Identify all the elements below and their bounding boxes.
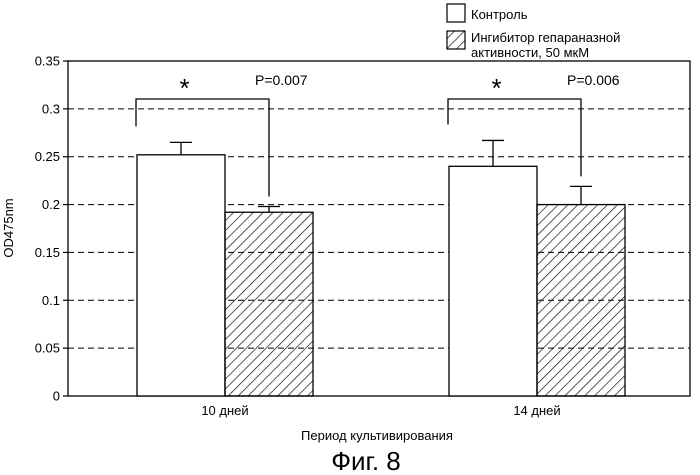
bars — [137, 155, 625, 396]
legend-label-control: Контроль — [471, 7, 528, 22]
bar-inhibitor-1 — [225, 212, 313, 396]
figure-caption: Фиг. 8 — [331, 446, 401, 475]
y-axis-ticks: 0 0.05 0.1 0.15 0.2 0.25 0.3 0.35 — [35, 54, 68, 404]
x-category-label: 10 дней — [201, 403, 248, 418]
significance-star: * — [179, 73, 189, 103]
x-category-label: 14 дней — [513, 403, 560, 418]
legend-label-inhibitor-line2: активности, 50 мкМ — [471, 45, 589, 60]
y-tick-label: 0.15 — [35, 245, 60, 260]
legend-label-inhibitor-line1: Ингибитор гепараназной — [471, 30, 620, 45]
y-tick-label: 0.25 — [35, 149, 60, 164]
x-axis-title: Период культивирования — [301, 428, 453, 443]
bar-inhibitor-2 — [537, 205, 625, 396]
p-value-label: P=0.006 — [567, 72, 620, 88]
significance-bracket — [448, 99, 581, 176]
significance-star: * — [491, 73, 501, 103]
bar-control-1 — [137, 155, 225, 396]
bar-control-2 — [449, 166, 537, 396]
y-tick-label: 0.2 — [42, 197, 60, 212]
y-tick-label: 0 — [53, 389, 60, 404]
y-tick-label: 0.1 — [42, 293, 60, 308]
legend: Контроль Ингибитор гепараназной активнос… — [447, 4, 620, 60]
x-axis-categories: 10 дней 14 дней — [201, 403, 560, 418]
y-tick-label: 0.3 — [42, 101, 60, 116]
legend-swatch-control — [447, 4, 465, 22]
p-value-label: P=0.007 — [255, 72, 308, 88]
y-tick-label: 0.35 — [35, 54, 60, 69]
legend-swatch-inhibitor — [447, 31, 465, 49]
y-tick-label: 0.05 — [35, 341, 60, 356]
y-axis-title: OD475nm — [1, 198, 16, 257]
